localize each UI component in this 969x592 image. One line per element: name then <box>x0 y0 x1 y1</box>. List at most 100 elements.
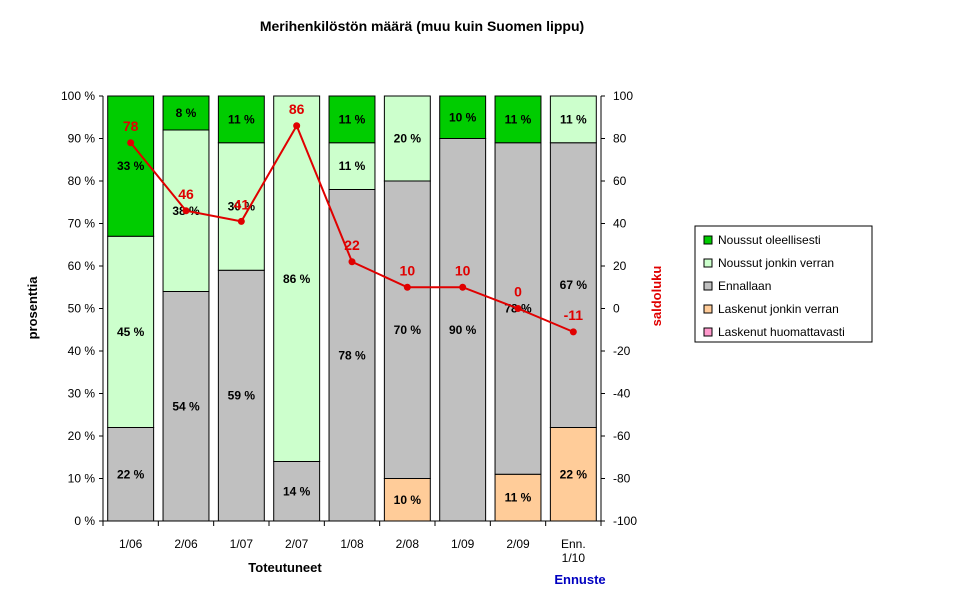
bar-value-label: 14 % <box>283 484 311 498</box>
bar-value-label: 54 % <box>172 399 200 413</box>
right-tick-label: 40 <box>613 217 627 231</box>
bar-segment <box>217 269 265 522</box>
left-tick-label: 90 % <box>68 132 96 146</box>
bar-value-label: 22 % <box>560 467 588 481</box>
chart-title: Merihenkilöstön määrä (muu kuin Suomen l… <box>260 18 584 34</box>
left-axis-title: prosenttia <box>25 276 40 340</box>
forecast-label: Ennuste <box>554 572 605 587</box>
bar-segment <box>273 461 321 522</box>
x-tick-label: 2/09 <box>506 537 530 551</box>
right-tick-label: 0 <box>613 302 620 316</box>
x-tick-label: 1/06 <box>119 537 143 551</box>
bar-value-label: 11 % <box>339 112 366 126</box>
left-tick-label: 20 % <box>68 429 96 443</box>
x-tick-label: 1/10 <box>562 551 586 565</box>
balance-label: 46 <box>178 186 194 202</box>
balance-label: -11 <box>564 307 584 323</box>
bar-value-label: 11 % <box>339 159 366 173</box>
bar-segment <box>328 142 376 190</box>
right-tick-label: -100 <box>613 514 637 528</box>
left-tick-label: 60 % <box>68 259 96 273</box>
bar-value-label: 45 % <box>117 325 145 339</box>
legend-label: Laskenut huomattavasti <box>718 325 845 339</box>
bar-value-label: 33 % <box>117 159 145 173</box>
legend-label: Laskenut jonkin verran <box>718 302 839 316</box>
legend-swatch <box>703 235 713 245</box>
bar-segment <box>383 95 431 182</box>
x-tick-label: 2/08 <box>396 537 420 551</box>
left-tick-label: 80 % <box>68 174 96 188</box>
x-tick-label: 1/09 <box>451 537 475 551</box>
right-tick-label: -60 <box>613 429 631 443</box>
bar-segment <box>162 291 210 522</box>
x-tick-label: 1/08 <box>340 537 364 551</box>
bar-segment <box>217 142 265 271</box>
plot-area: 0 % 10 % 20 % 30 % 40 % 50 % 60 % 70 % 80 % 90 % 1… <box>61 89 637 565</box>
bar-value-label: 78 % <box>338 348 366 362</box>
balance-label: 0 <box>514 284 522 300</box>
x-tick-label: Enn. <box>561 537 586 551</box>
legend-box <box>694 225 873 343</box>
bar-segment <box>162 95 210 131</box>
bar-segment <box>494 473 542 522</box>
bar-value-label: 11 % <box>505 491 532 505</box>
right-tick-label: -20 <box>613 344 631 358</box>
right-tick-label: 60 <box>613 174 627 188</box>
left-tick-label: 70 % <box>68 217 96 231</box>
x-tick-label: 2/07 <box>285 537 309 551</box>
left-tick-label: 100 % <box>61 89 95 103</box>
balance-point <box>182 207 190 215</box>
balance-point <box>348 258 356 266</box>
bar-segment <box>383 180 431 479</box>
bar-segment <box>328 95 376 144</box>
bar-segment <box>328 189 376 522</box>
legend-label: Noussut oleellisesti <box>718 233 821 247</box>
bar-segment <box>549 427 597 522</box>
x-tick-label: 2/06 <box>174 537 198 551</box>
balance-label: 41 <box>234 196 250 212</box>
left-tick-label: 40 % <box>68 344 96 358</box>
balance-point <box>293 122 301 130</box>
balance-label: 10 <box>400 262 416 278</box>
legend-swatch <box>703 327 713 337</box>
balance-point <box>569 328 577 336</box>
bar-segment <box>107 235 155 428</box>
x-tick-label: 1/07 <box>230 537 254 551</box>
balance-point <box>403 283 411 291</box>
bar-value-label: 10 % <box>394 493 422 507</box>
right-axis-title: saldoluku <box>649 266 664 327</box>
balance-point <box>459 283 467 291</box>
bar-segment <box>439 95 487 139</box>
bar-value-label: 11 % <box>228 112 255 126</box>
bar-value-label: 86 % <box>283 272 311 286</box>
bar-segment <box>549 95 597 144</box>
balance-label: 22 <box>344 237 360 253</box>
legend-swatch <box>703 258 713 268</box>
bar-segment <box>107 95 155 237</box>
bar-value-label: 90 % <box>449 323 477 337</box>
right-tick-label: 20 <box>613 259 627 273</box>
bar-value-label: 20 % <box>394 132 422 146</box>
bar-segment <box>217 95 265 144</box>
legend-swatch <box>703 281 713 291</box>
bar-value-label: 59 % <box>228 389 256 403</box>
balance-point <box>237 217 245 225</box>
balance-point <box>127 139 135 147</box>
balance-point <box>514 305 522 312</box>
left-tick-label: 50 % <box>68 302 96 316</box>
bar-value-label: 10 % <box>449 110 477 124</box>
balance-label: 78 <box>123 118 139 134</box>
right-tick-label: 80 <box>613 132 627 146</box>
bar-value-label: 11 % <box>560 112 587 126</box>
left-tick-label: 30 % <box>68 387 96 401</box>
bar-segment <box>273 95 321 462</box>
bar-value-label: 67 % <box>560 278 588 292</box>
left-tick-label: 0 % <box>74 514 95 528</box>
bar-segment <box>494 95 542 144</box>
bar-value-label: 70 % <box>394 323 422 337</box>
bar-value-label: 8 % <box>176 106 197 120</box>
left-tick-label: 10 % <box>68 472 96 486</box>
right-tick-label: -80 <box>613 472 631 486</box>
balance-label: 10 <box>455 262 471 278</box>
